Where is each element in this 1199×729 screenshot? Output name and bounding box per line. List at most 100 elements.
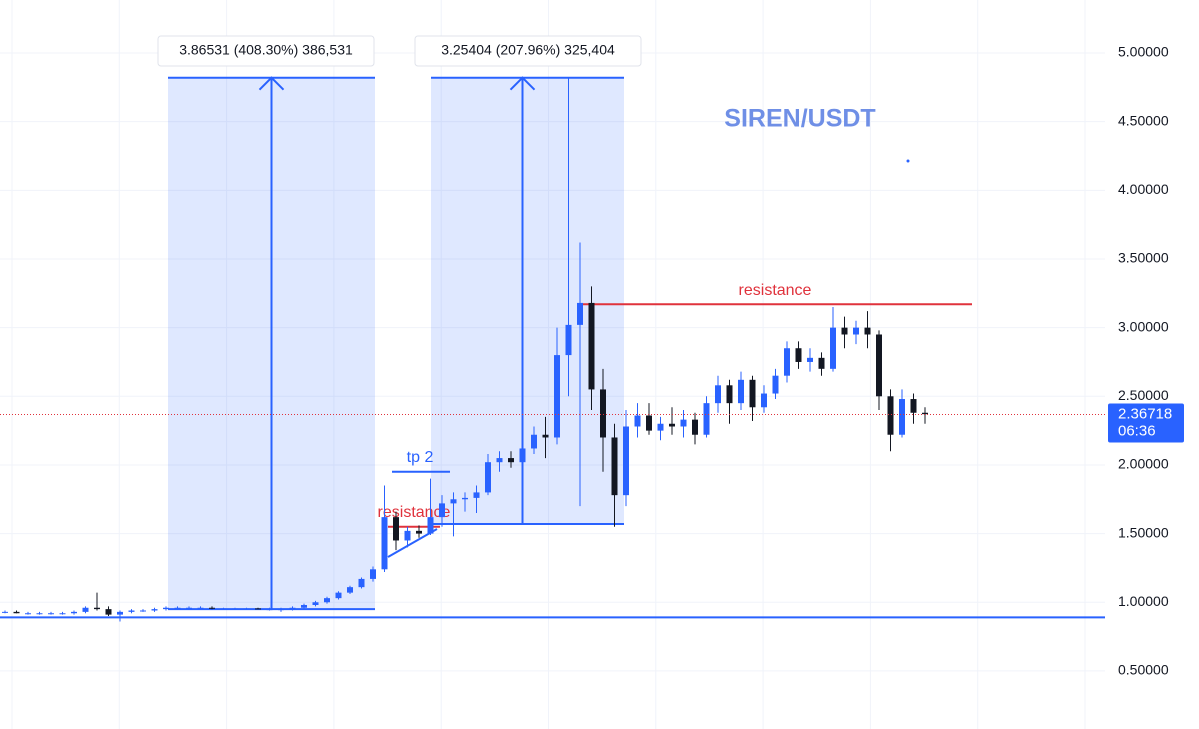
candle-body bbox=[577, 302, 583, 325]
candle-body bbox=[59, 613, 66, 615]
candle-body bbox=[232, 608, 238, 610]
candle-body bbox=[209, 607, 215, 609]
candle-body bbox=[818, 357, 825, 369]
candle-body bbox=[140, 610, 146, 612]
y-tick-label: 4.50000 bbox=[1118, 112, 1169, 128]
candle-body bbox=[151, 609, 158, 611]
candle-body bbox=[749, 379, 756, 408]
candle-body bbox=[439, 503, 445, 518]
measure-label-box bbox=[414, 35, 642, 67]
y-tick-label: 3.00000 bbox=[1118, 318, 1169, 334]
candle-body bbox=[427, 517, 434, 534]
candle-body bbox=[485, 462, 491, 493]
candle-body bbox=[726, 385, 733, 404]
level-label: tp 2 bbox=[407, 449, 434, 466]
candle-body bbox=[393, 517, 399, 541]
candle-body bbox=[117, 611, 123, 615]
arrow-head bbox=[258, 76, 285, 91]
candle-body bbox=[910, 399, 917, 413]
candle-body bbox=[887, 396, 894, 435]
candle-body bbox=[899, 399, 905, 435]
y-tick-label: 3.50000 bbox=[1118, 250, 1169, 266]
y-tick-label: 2.50000 bbox=[1118, 387, 1169, 403]
candle-body bbox=[646, 415, 652, 431]
candle-body bbox=[220, 608, 227, 610]
measure-label: 3.25404 (207.96%) 325,404 bbox=[441, 42, 615, 58]
candle-body bbox=[450, 499, 457, 504]
candle-body bbox=[174, 607, 181, 609]
y-tick-label: 1.50000 bbox=[1118, 524, 1169, 540]
candle-body bbox=[82, 607, 89, 612]
candle-body bbox=[324, 598, 330, 603]
candle-body bbox=[795, 348, 802, 362]
candle-body bbox=[266, 609, 273, 611]
candle-body bbox=[473, 492, 480, 498]
measure-box bbox=[431, 77, 624, 524]
candle-body bbox=[715, 385, 721, 404]
candle-body bbox=[761, 393, 767, 408]
candle-body bbox=[163, 607, 169, 610]
candle-body bbox=[508, 458, 514, 463]
candle-body bbox=[634, 415, 641, 427]
candle-body bbox=[105, 609, 112, 615]
candle-body bbox=[462, 497, 468, 500]
candle-body bbox=[301, 605, 307, 608]
candle-body bbox=[784, 348, 790, 376]
y-tick-label: 4.00000 bbox=[1118, 181, 1169, 197]
candle-body bbox=[657, 423, 664, 431]
candle-body bbox=[71, 611, 77, 614]
candle-body bbox=[370, 569, 376, 579]
candle-body bbox=[289, 607, 296, 610]
candle-body bbox=[554, 355, 560, 438]
candle-body bbox=[255, 608, 261, 610]
y-tick-label: 1.00000 bbox=[1118, 593, 1169, 609]
candle-body bbox=[680, 419, 687, 427]
candle-body bbox=[13, 611, 20, 614]
candle-body bbox=[496, 458, 503, 463]
y-tick-label: 2.00000 bbox=[1118, 456, 1169, 472]
candle-body bbox=[864, 327, 871, 335]
candle-body bbox=[738, 379, 744, 404]
candle-body bbox=[841, 327, 848, 335]
y-tick-label: 0.50000 bbox=[1118, 662, 1169, 678]
last-price-label: 2.36718 bbox=[1118, 405, 1172, 422]
last-price-box bbox=[1108, 403, 1184, 443]
candle-body bbox=[197, 607, 204, 609]
candle-body bbox=[623, 426, 629, 496]
candle-body bbox=[542, 434, 549, 438]
candle-body bbox=[404, 530, 411, 541]
candle-body bbox=[830, 327, 836, 369]
measure-label-box bbox=[157, 35, 375, 67]
candle-body bbox=[36, 613, 43, 615]
candle-body bbox=[25, 613, 31, 615]
candle-body bbox=[853, 327, 859, 335]
candle-body bbox=[381, 517, 388, 570]
candle-body bbox=[416, 530, 422, 534]
candle-body bbox=[243, 608, 250, 610]
candle-body bbox=[2, 611, 8, 613]
candle-body bbox=[358, 578, 365, 588]
level-label: resistance bbox=[739, 282, 812, 299]
y-tick-label: 5.00000 bbox=[1118, 44, 1169, 60]
candle-body bbox=[519, 448, 526, 463]
candle-body bbox=[600, 389, 606, 438]
countdown: 06:36 bbox=[1118, 422, 1156, 439]
candle-body bbox=[807, 357, 813, 362]
candle-body bbox=[312, 602, 319, 606]
candle-body bbox=[565, 324, 572, 356]
candle-body bbox=[335, 592, 342, 599]
candle-body bbox=[922, 412, 928, 415]
measure-label: 3.86531 (408.30%) 386,531 bbox=[179, 42, 353, 58]
candle-body bbox=[186, 607, 192, 609]
candle-body bbox=[278, 609, 284, 611]
chart-title: SIREN/USDT bbox=[724, 105, 875, 133]
candle-body bbox=[703, 403, 710, 435]
candle-body bbox=[692, 419, 698, 435]
candle-body bbox=[876, 334, 882, 397]
candle-body bbox=[128, 610, 135, 612]
candle-body bbox=[94, 607, 100, 610]
candle-body bbox=[531, 434, 537, 449]
dot bbox=[906, 159, 910, 163]
candle-body bbox=[669, 423, 675, 427]
